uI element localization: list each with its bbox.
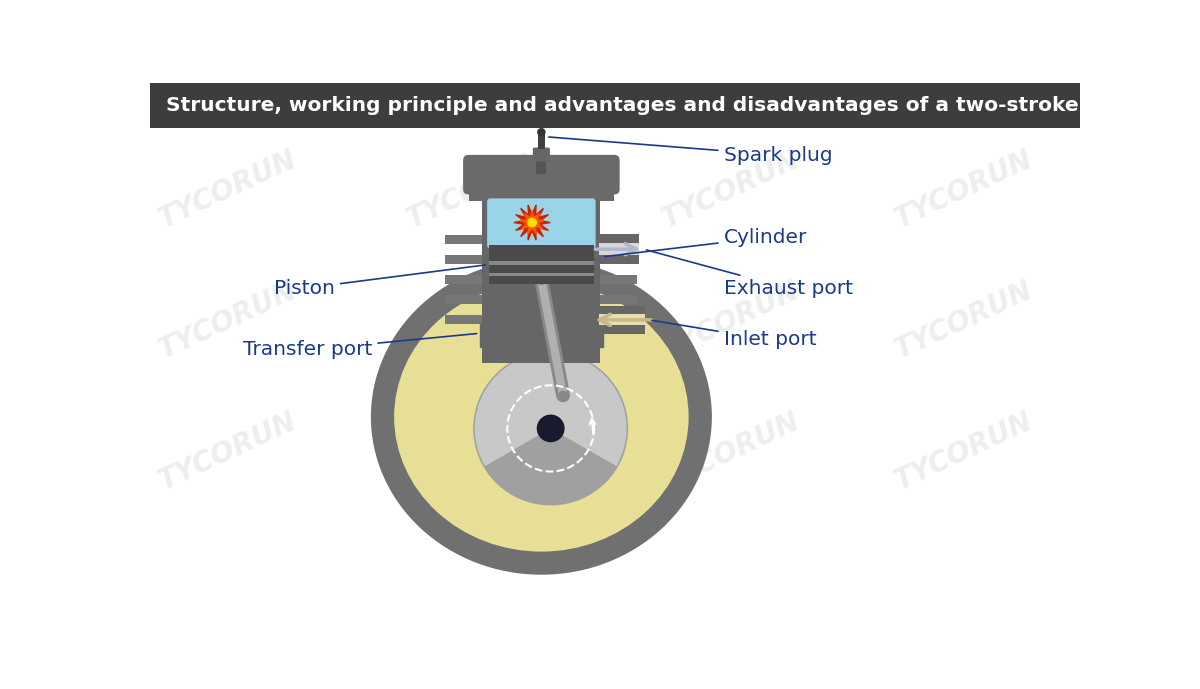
- Bar: [536, 152, 546, 174]
- FancyBboxPatch shape: [150, 83, 1080, 128]
- Ellipse shape: [394, 282, 689, 552]
- Circle shape: [536, 415, 565, 442]
- Text: TYCORUN: TYCORUN: [658, 145, 805, 234]
- Bar: [599, 306, 646, 314]
- Circle shape: [527, 218, 538, 227]
- Bar: [600, 315, 637, 324]
- Text: Structure, working principle and advantages and disadvantages of a two-stroke en: Structure, working principle and advanta…: [166, 96, 1163, 115]
- Bar: [445, 295, 482, 304]
- Circle shape: [473, 351, 628, 506]
- Circle shape: [558, 391, 568, 400]
- Circle shape: [536, 275, 546, 285]
- Bar: [482, 326, 600, 363]
- Text: Transfer port: Transfer port: [242, 333, 476, 360]
- Text: Exhaust port: Exhaust port: [647, 250, 852, 298]
- Text: Inlet port: Inlet port: [652, 320, 816, 349]
- Bar: [445, 255, 482, 264]
- Text: Spark plug: Spark plug: [548, 137, 832, 165]
- Bar: [599, 234, 640, 243]
- Bar: [600, 295, 637, 304]
- Bar: [600, 275, 637, 284]
- Text: TYCORUN: TYCORUN: [890, 407, 1037, 495]
- Text: TYCORUN: TYCORUN: [154, 145, 301, 234]
- Bar: [445, 235, 482, 244]
- Text: TYCORUN: TYCORUN: [154, 276, 301, 364]
- Bar: [482, 198, 600, 330]
- Bar: [488, 261, 594, 265]
- Text: TYCORUN: TYCORUN: [402, 145, 548, 234]
- Bar: [599, 255, 640, 264]
- Bar: [468, 162, 614, 200]
- Bar: [599, 243, 640, 255]
- Bar: [480, 322, 604, 347]
- Ellipse shape: [371, 259, 712, 575]
- FancyBboxPatch shape: [487, 198, 595, 249]
- Bar: [599, 325, 646, 334]
- FancyBboxPatch shape: [533, 147, 550, 161]
- FancyBboxPatch shape: [463, 155, 619, 194]
- Text: TYCORUN: TYCORUN: [658, 407, 805, 495]
- Polygon shape: [514, 205, 551, 240]
- Bar: [488, 245, 594, 284]
- Text: TYCORUN: TYCORUN: [658, 276, 805, 364]
- Bar: [600, 235, 637, 244]
- Wedge shape: [475, 353, 626, 466]
- Text: TYCORUN: TYCORUN: [402, 407, 548, 495]
- Bar: [445, 315, 482, 324]
- Bar: [538, 132, 545, 149]
- Text: Piston: Piston: [274, 265, 485, 298]
- Text: TYCORUN: TYCORUN: [402, 276, 548, 364]
- Circle shape: [538, 128, 546, 136]
- Bar: [445, 275, 482, 284]
- Polygon shape: [521, 211, 544, 234]
- Bar: [488, 273, 594, 276]
- Bar: [599, 314, 646, 325]
- Text: TYCORUN: TYCORUN: [890, 276, 1037, 364]
- Text: TYCORUN: TYCORUN: [890, 145, 1037, 234]
- Text: Cylinder: Cylinder: [605, 228, 806, 256]
- Bar: [600, 255, 637, 264]
- Text: TYCORUN: TYCORUN: [154, 407, 301, 495]
